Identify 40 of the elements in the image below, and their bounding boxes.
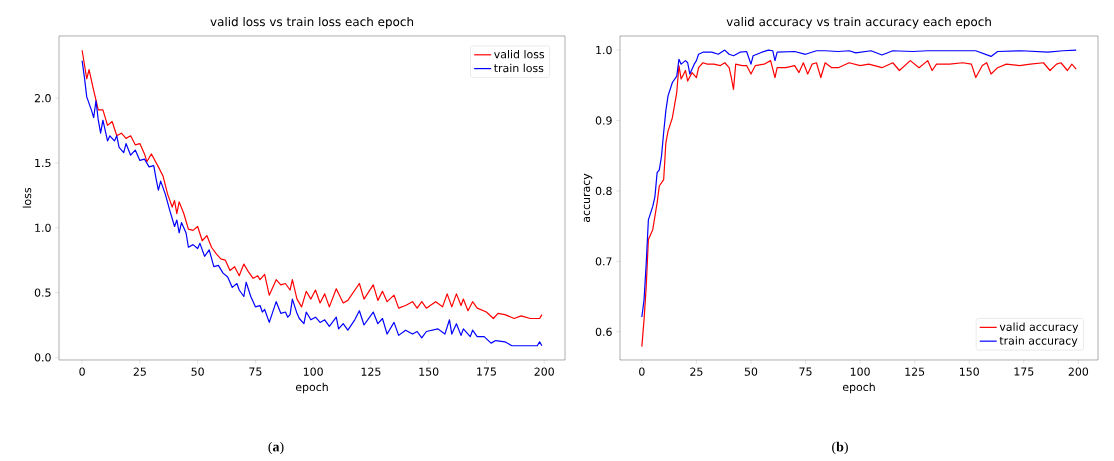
y-tick-label: 2.0 xyxy=(34,94,51,103)
x-tick-label: 100 xyxy=(303,367,323,376)
x-tick-label: 150 xyxy=(959,367,979,376)
text: (a) xyxy=(268,441,284,455)
x-axis-title: epoch xyxy=(842,382,875,394)
x-tick-label: 175 xyxy=(477,367,496,376)
chart-title: valid accuracy vs train accuracy each epoch xyxy=(726,16,991,29)
x-tick-label: 125 xyxy=(905,367,925,376)
text: (b) xyxy=(832,441,848,455)
legend-label: valid loss xyxy=(494,49,545,59)
y-tick-label: 0.6 xyxy=(595,327,612,336)
y-tick-label: 0.5 xyxy=(34,288,51,297)
y-tick-label: 0.7 xyxy=(595,257,612,266)
y-tick-label: 0.9 xyxy=(595,116,612,125)
x-tick-label: 200 xyxy=(1068,367,1089,376)
x-tick-label: 175 xyxy=(1014,367,1034,376)
x-tick-label: 50 xyxy=(191,367,204,376)
y-tick-label: 0.8 xyxy=(595,186,612,196)
y-tick-label: 1.0 xyxy=(35,223,51,232)
x-tick-label: 25 xyxy=(690,367,703,376)
y-axis-title: loss xyxy=(22,187,32,208)
legend-label: valid accuracy xyxy=(999,322,1079,334)
x-axis-title: epoch xyxy=(295,382,328,394)
y-tick-label: 1.5 xyxy=(35,158,51,168)
x-tick-label: 25 xyxy=(133,367,146,376)
x-tick-label: 125 xyxy=(361,367,381,376)
x-tick-label: 0 xyxy=(79,367,85,376)
x-tick-label: 50 xyxy=(744,367,758,376)
x-tick-label: 150 xyxy=(419,367,439,376)
legend-label: train loss xyxy=(494,63,544,73)
x-tick-label: 0 xyxy=(639,367,645,376)
legend-label: train accuracy xyxy=(999,336,1078,347)
chart-title: valid loss vs train loss each epoch xyxy=(210,16,414,29)
x-tick-label: 100 xyxy=(850,367,870,376)
x-tick-label: 75 xyxy=(799,367,812,376)
x-tick-label: 200 xyxy=(534,367,554,376)
y-tick-label: 1.0 xyxy=(596,45,612,55)
y-tick-label: 0.0 xyxy=(34,353,51,362)
x-tick-label: 75 xyxy=(249,367,262,376)
y-axis-title: accuracy xyxy=(583,173,593,223)
